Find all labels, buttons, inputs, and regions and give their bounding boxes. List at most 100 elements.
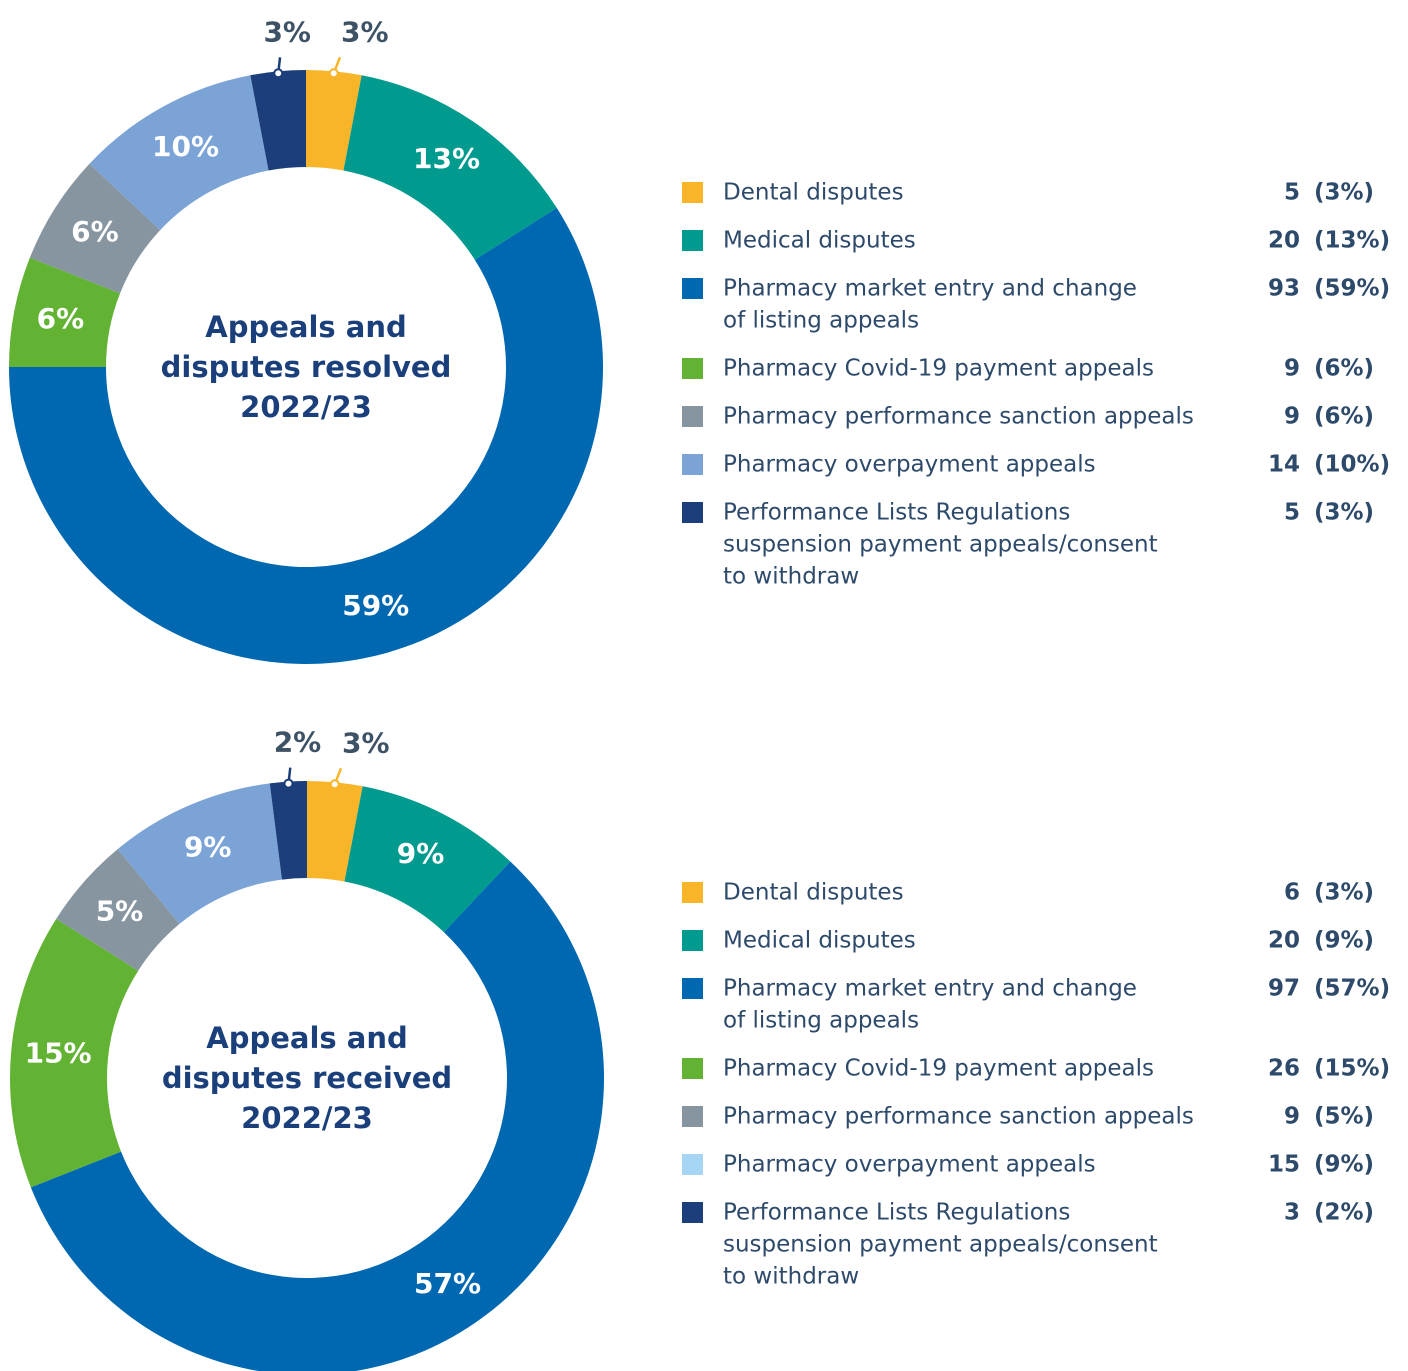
legend-label: Pharmacy market entry and change bbox=[723, 276, 1137, 302]
legend-percent: (3%) bbox=[1314, 180, 1374, 206]
legend-swatch bbox=[682, 406, 703, 427]
legend-label: Performance Lists Regulations bbox=[723, 1200, 1070, 1226]
legend-label: Pharmacy overpayment appeals bbox=[723, 1152, 1096, 1178]
legend-percent: (9%) bbox=[1314, 1152, 1374, 1178]
legend-label: suspension payment appeals/consent bbox=[723, 1232, 1158, 1258]
legend-percent: (57%) bbox=[1314, 976, 1390, 1002]
legend-count: 93 bbox=[1268, 276, 1300, 302]
legend-count: 20 bbox=[1268, 228, 1300, 254]
legend-label: suspension payment appeals/consent bbox=[723, 532, 1158, 558]
legend-label: Pharmacy performance sanction appeals bbox=[723, 1104, 1194, 1130]
legend-percent: (3%) bbox=[1314, 880, 1374, 906]
legend-count: 9 bbox=[1284, 1104, 1300, 1130]
slice bbox=[30, 861, 604, 1371]
legend-swatch bbox=[682, 230, 703, 251]
slice-label: 10% bbox=[152, 130, 219, 163]
legend-count: 9 bbox=[1284, 404, 1300, 430]
legend-count: 6 bbox=[1284, 880, 1300, 906]
legend-swatch bbox=[682, 454, 703, 475]
legend-label: of listing appeals bbox=[723, 308, 919, 334]
slice bbox=[56, 849, 180, 971]
legend-count: 20 bbox=[1268, 928, 1300, 954]
chart-title: 2022/23 bbox=[241, 1101, 373, 1135]
leader-dot bbox=[283, 778, 294, 789]
slice-label: 3% bbox=[263, 15, 311, 48]
legend-percent: (6%) bbox=[1314, 356, 1374, 382]
slice bbox=[29, 163, 161, 294]
slice bbox=[269, 781, 307, 880]
legend-count: 5 bbox=[1284, 180, 1300, 206]
legend-count: 14 bbox=[1268, 452, 1300, 478]
legend-percent: (2%) bbox=[1314, 1200, 1374, 1226]
legend-swatch bbox=[682, 1202, 703, 1223]
legend-count: 3 bbox=[1284, 1200, 1300, 1226]
legend-percent: (5%) bbox=[1314, 1104, 1374, 1130]
slice-label: 6% bbox=[37, 302, 85, 335]
slice bbox=[307, 781, 363, 882]
chart-title: 2022/23 bbox=[240, 390, 372, 424]
slice bbox=[89, 75, 269, 231]
slice-label: 13% bbox=[413, 142, 480, 175]
slice-label: 9% bbox=[397, 837, 445, 870]
legend-label: Pharmacy market entry and change bbox=[723, 976, 1137, 1002]
legend-swatch bbox=[682, 978, 703, 999]
slice bbox=[343, 75, 557, 260]
legend-count: 26 bbox=[1268, 1056, 1300, 1082]
legend-label: Pharmacy performance sanction appeals bbox=[723, 404, 1194, 430]
leader-dot bbox=[273, 68, 284, 79]
slice bbox=[306, 70, 362, 171]
legend-percent: (10%) bbox=[1314, 452, 1390, 478]
legend-percent: (59%) bbox=[1314, 276, 1390, 302]
legend-swatch bbox=[682, 182, 703, 203]
legend-label: Dental disputes bbox=[723, 880, 904, 906]
legend-percent: (3%) bbox=[1314, 500, 1374, 526]
legend-label: Pharmacy overpayment appeals bbox=[723, 452, 1096, 478]
legend-percent: (13%) bbox=[1314, 228, 1390, 254]
legend-label: to withdraw bbox=[723, 1264, 859, 1290]
chart-title: disputes received bbox=[162, 1061, 452, 1095]
slice-label: 6% bbox=[71, 215, 119, 248]
legend-swatch bbox=[682, 358, 703, 379]
legend-label: Performance Lists Regulations bbox=[723, 500, 1070, 526]
legend-label: Medical disputes bbox=[723, 228, 916, 254]
leader-dot bbox=[329, 779, 340, 790]
legend-count: 9 bbox=[1284, 356, 1300, 382]
slice-label: 5% bbox=[96, 895, 144, 928]
legend-count: 97 bbox=[1268, 976, 1300, 1002]
legend-label: to withdraw bbox=[723, 564, 859, 590]
slice-label: 3% bbox=[341, 15, 389, 48]
legend-label: Medical disputes bbox=[723, 928, 916, 954]
slice bbox=[9, 918, 139, 1188]
slice-label: 15% bbox=[25, 1036, 92, 1069]
legend-percent: (6%) bbox=[1314, 404, 1374, 430]
legend-count: 15 bbox=[1268, 1152, 1300, 1178]
legend-swatch bbox=[682, 930, 703, 951]
legend-percent: (9%) bbox=[1314, 928, 1374, 954]
legend-swatch bbox=[682, 1106, 703, 1127]
slice bbox=[9, 257, 121, 367]
legend-label: Pharmacy Covid-19 payment appeals bbox=[723, 1056, 1154, 1082]
legend-swatch bbox=[682, 882, 703, 903]
legend-label: Pharmacy Covid-19 payment appeals bbox=[723, 356, 1154, 382]
slice-label: 59% bbox=[342, 589, 409, 622]
leader-dot bbox=[328, 68, 339, 79]
chart-title: Appeals and bbox=[205, 310, 406, 344]
legend-swatch bbox=[682, 1154, 703, 1175]
chart-title: Appeals and bbox=[206, 1021, 407, 1055]
legend-count: 5 bbox=[1284, 500, 1300, 526]
slice bbox=[9, 207, 603, 665]
slice-label: 9% bbox=[184, 831, 232, 864]
legend-label: of listing appeals bbox=[723, 1008, 919, 1034]
legend-label: Dental disputes bbox=[723, 180, 904, 206]
legend-percent: (15%) bbox=[1314, 1056, 1390, 1082]
legend-swatch bbox=[682, 502, 703, 523]
slice-label: 57% bbox=[414, 1267, 481, 1300]
legend-swatch bbox=[682, 278, 703, 299]
legend-swatch bbox=[682, 1058, 703, 1079]
slice bbox=[344, 786, 511, 933]
slice bbox=[250, 70, 306, 171]
slice-label: 2% bbox=[274, 726, 322, 759]
chart-title: disputes resolved bbox=[161, 350, 452, 384]
slice bbox=[117, 783, 282, 924]
